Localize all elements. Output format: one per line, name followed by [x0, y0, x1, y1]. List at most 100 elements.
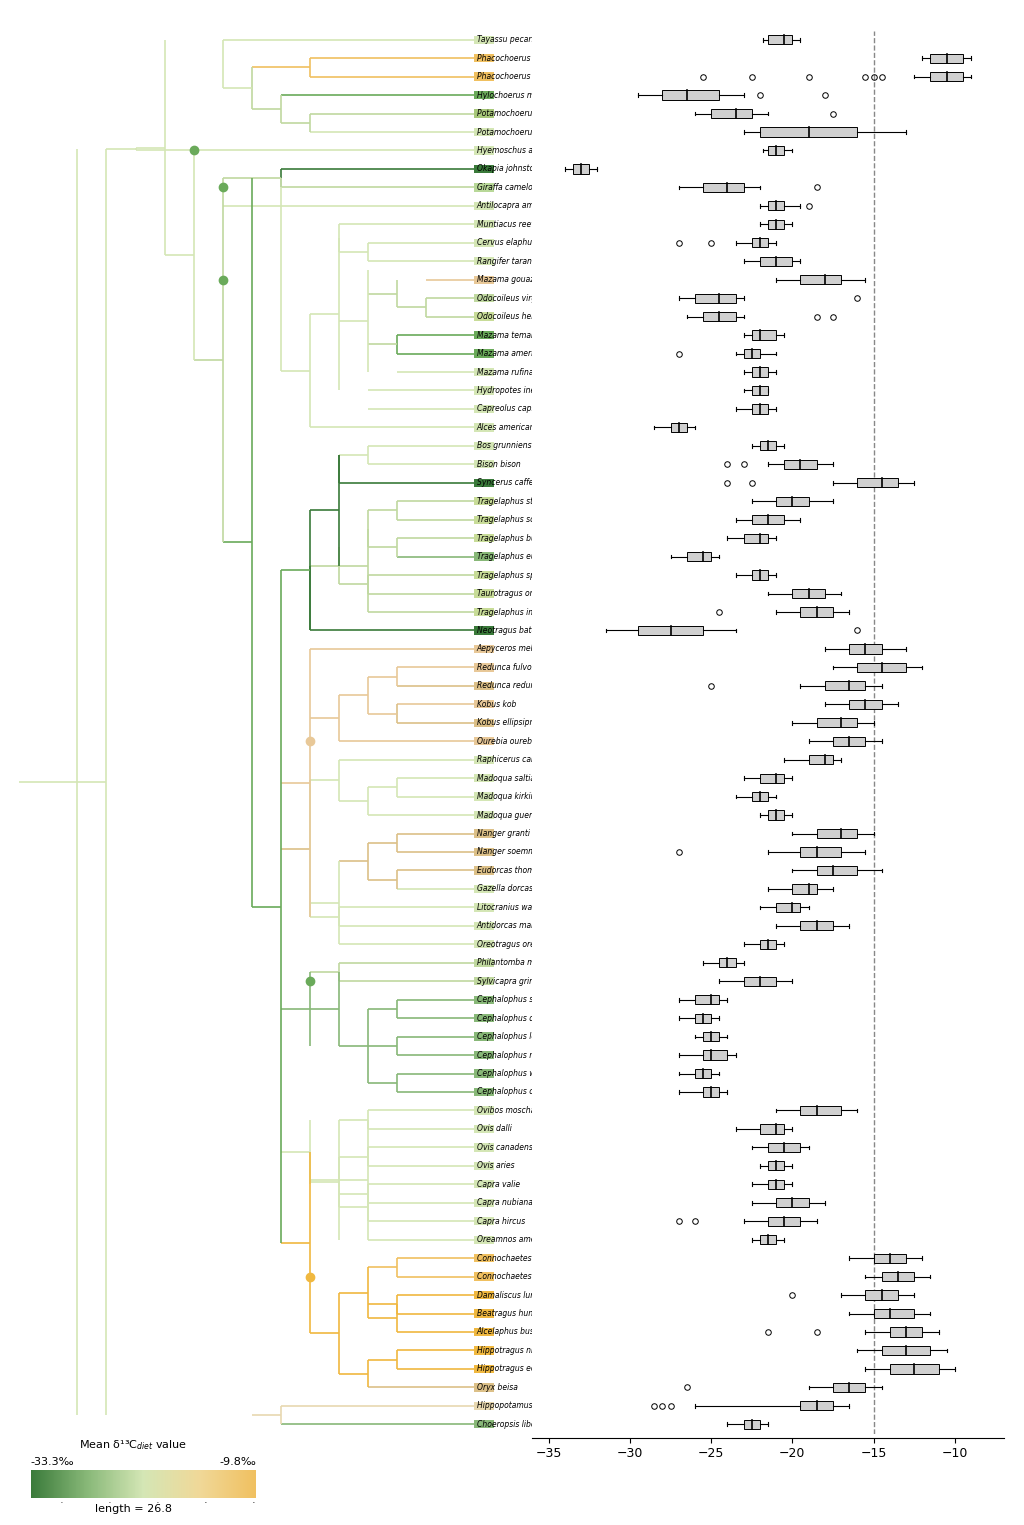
- Bar: [474, 903, 494, 912]
- Bar: [474, 996, 494, 1003]
- Bar: [474, 755, 494, 764]
- Bar: [849, 700, 882, 709]
- Bar: [703, 1051, 727, 1060]
- Bar: [695, 1069, 711, 1078]
- Bar: [760, 939, 776, 949]
- Bar: [474, 608, 494, 616]
- Bar: [474, 220, 494, 229]
- Bar: [474, 830, 494, 837]
- Text: Alces americanus: Alces americanus: [477, 422, 544, 432]
- Bar: [793, 589, 825, 598]
- Text: Redunca redunca: Redunca redunca: [477, 682, 544, 691]
- Bar: [743, 534, 768, 543]
- Bar: [474, 183, 494, 192]
- Bar: [801, 1401, 833, 1411]
- Text: Tragelaphus buxtoni: Tragelaphus buxtoni: [477, 534, 555, 543]
- Text: Damaliscus lunatus: Damaliscus lunatus: [477, 1290, 552, 1299]
- Bar: [873, 1308, 914, 1318]
- Bar: [882, 1347, 931, 1356]
- Bar: [474, 811, 494, 819]
- Bar: [776, 903, 801, 912]
- Bar: [833, 737, 865, 746]
- Text: Hydropotes inermis: Hydropotes inermis: [477, 386, 552, 395]
- Text: Nanger granti: Nanger granti: [477, 830, 529, 839]
- Text: Capra valie: Capra valie: [477, 1180, 520, 1190]
- Bar: [474, 1235, 494, 1244]
- Text: Gazella dorcas: Gazella dorcas: [477, 884, 532, 894]
- Bar: [474, 1087, 494, 1096]
- Text: Kobus ellipsiprymnus: Kobus ellipsiprymnus: [477, 718, 558, 727]
- Bar: [760, 1124, 784, 1133]
- Text: Tayassu pecari: Tayassu pecari: [477, 35, 534, 44]
- Text: Bison bison: Bison bison: [477, 461, 520, 468]
- Text: Oreotragus oreotragus: Oreotragus oreotragus: [477, 939, 564, 949]
- Text: Sylvicapra grimmia: Sylvicapra grimmia: [477, 976, 551, 985]
- Bar: [474, 35, 494, 44]
- Bar: [752, 570, 768, 580]
- Bar: [849, 644, 882, 654]
- Bar: [474, 682, 494, 689]
- Text: Cephalophus silvicultor: Cephalophus silvicultor: [477, 996, 566, 1003]
- Bar: [784, 459, 817, 470]
- Text: Mean δ¹³C$_{diet}$ value: Mean δ¹³C$_{diet}$ value: [79, 1438, 187, 1452]
- Bar: [474, 53, 494, 63]
- Bar: [474, 589, 494, 598]
- Bar: [809, 755, 833, 764]
- Bar: [474, 386, 494, 395]
- Bar: [801, 1106, 841, 1115]
- Bar: [474, 461, 494, 468]
- Bar: [474, 1254, 494, 1263]
- Bar: [833, 1383, 865, 1392]
- Text: Potamochoerus larvatus: Potamochoerus larvatus: [477, 128, 569, 137]
- Text: Mazama gouazoubira: Mazama gouazoubira: [477, 274, 558, 284]
- Bar: [474, 497, 494, 505]
- Text: Redunca fulvorufula: Redunca fulvorufula: [477, 663, 554, 673]
- Bar: [474, 349, 494, 358]
- Bar: [768, 146, 784, 156]
- Bar: [776, 1199, 809, 1208]
- Text: -9.8‰: -9.8‰: [219, 1456, 256, 1467]
- Bar: [474, 1032, 494, 1040]
- Bar: [474, 1162, 494, 1170]
- Text: Capra nubiana: Capra nubiana: [477, 1199, 532, 1208]
- Bar: [474, 534, 494, 543]
- Text: Litocranius walleri: Litocranius walleri: [477, 903, 546, 912]
- Text: Tragelaphus spekii: Tragelaphus spekii: [477, 570, 548, 580]
- Bar: [801, 274, 841, 284]
- Bar: [857, 663, 906, 673]
- Bar: [474, 424, 494, 432]
- Text: Raphicerus campestris: Raphicerus campestris: [477, 755, 564, 764]
- Bar: [931, 53, 963, 63]
- Bar: [703, 1032, 719, 1042]
- Text: Choeropsis liberiensis: Choeropsis liberiensis: [477, 1420, 560, 1429]
- Text: Alcelaphus buselaphus: Alcelaphus buselaphus: [477, 1327, 565, 1336]
- Bar: [752, 791, 768, 801]
- Bar: [760, 256, 793, 265]
- Bar: [474, 1014, 494, 1022]
- Bar: [474, 276, 494, 284]
- Text: Cephalophus nigrifrons: Cephalophus nigrifrons: [477, 1051, 565, 1060]
- Text: Aepyceros melampus: Aepyceros melampus: [477, 645, 559, 653]
- Text: Hylochoerus meinertzhageni: Hylochoerus meinertzhageni: [477, 90, 587, 99]
- Bar: [760, 773, 784, 782]
- Text: Capreolus capreolus: Capreolus capreolus: [477, 404, 555, 413]
- Bar: [474, 848, 494, 856]
- Bar: [474, 939, 494, 949]
- Bar: [695, 1014, 711, 1023]
- Bar: [474, 313, 494, 320]
- Text: Mazama rufina: Mazama rufina: [477, 368, 534, 377]
- Bar: [474, 128, 494, 136]
- Bar: [474, 1051, 494, 1060]
- Bar: [638, 625, 703, 634]
- Text: Eudorcas thomsonii: Eudorcas thomsonii: [477, 866, 552, 875]
- Text: Oryx beisa: Oryx beisa: [477, 1383, 518, 1392]
- Text: Muntiacus reevesi: Muntiacus reevesi: [477, 220, 547, 229]
- Text: Okapia johnstoni: Okapia johnstoni: [477, 165, 541, 174]
- Bar: [474, 1180, 494, 1188]
- Bar: [474, 959, 494, 967]
- Text: Neotragus batesi: Neotragus batesi: [477, 625, 542, 634]
- Text: Ovis aries: Ovis aries: [477, 1162, 514, 1170]
- Text: Ovibos moschatus: Ovibos moschatus: [477, 1106, 547, 1115]
- Bar: [474, 201, 494, 210]
- Bar: [474, 1420, 494, 1429]
